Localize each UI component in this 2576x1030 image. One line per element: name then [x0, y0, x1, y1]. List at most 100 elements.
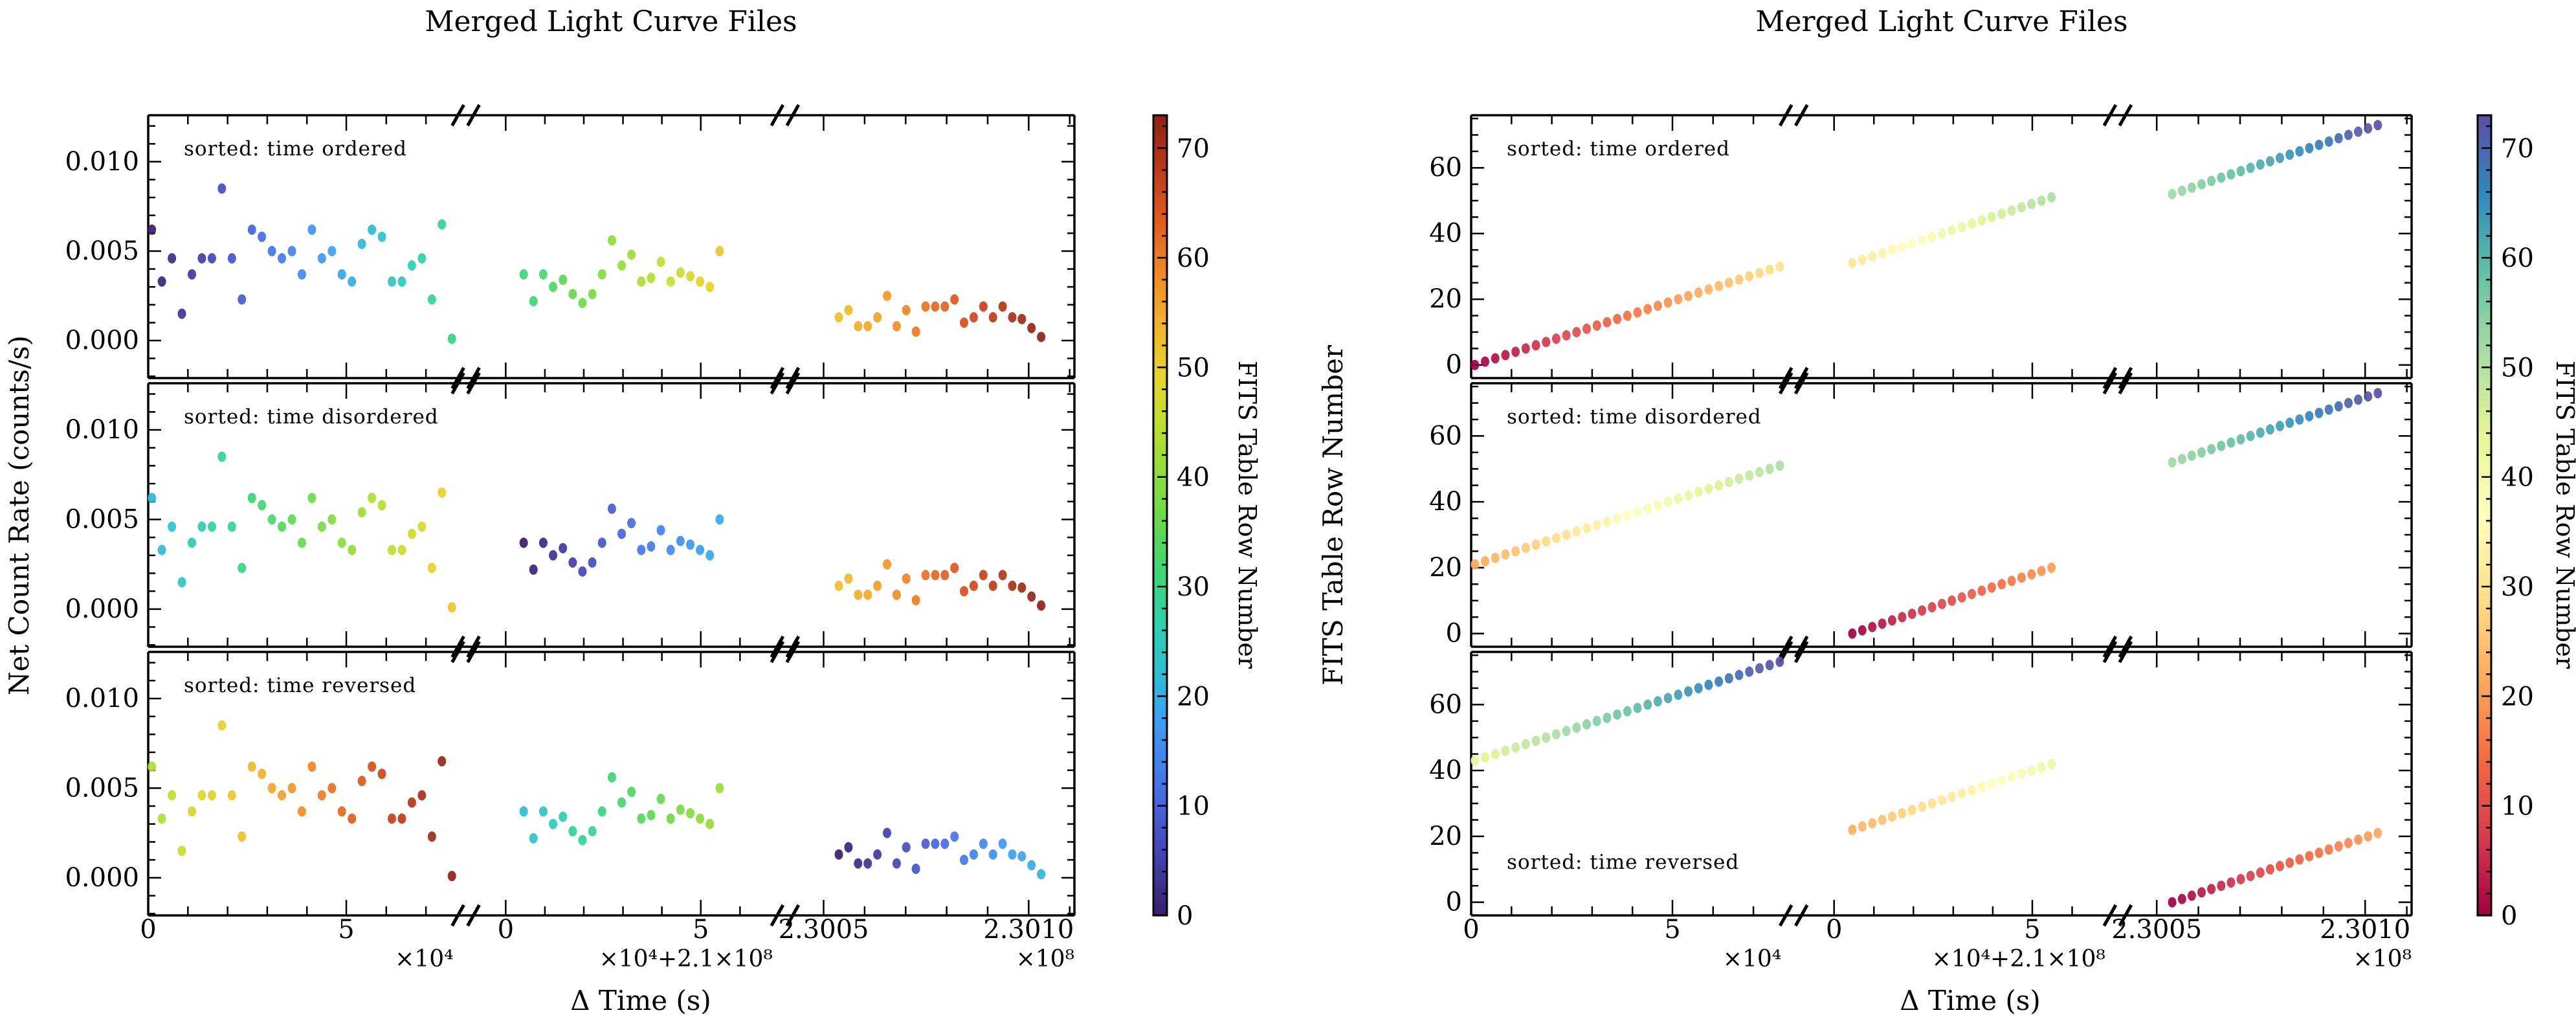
axis-break-icon — [450, 366, 465, 390]
data-point — [998, 301, 1007, 312]
data-point — [969, 312, 978, 323]
axis-break-icon — [466, 904, 481, 927]
data-point — [1603, 317, 1612, 328]
data-point — [317, 790, 326, 801]
data-point — [337, 269, 346, 280]
data-point — [238, 563, 247, 574]
data-point — [892, 589, 901, 600]
y-tick-label: 20 — [1429, 284, 1462, 314]
data-point — [1987, 212, 1996, 223]
data-point — [2197, 447, 2206, 458]
data-point — [1977, 585, 1986, 596]
y-tick-label: 0.000 — [65, 863, 139, 893]
data-point — [227, 253, 236, 263]
data-point — [278, 521, 286, 532]
data-point — [1511, 742, 1520, 753]
data-point — [197, 790, 206, 801]
data-point — [1471, 755, 1480, 766]
axis-break-icon — [2118, 372, 2133, 395]
data-point — [1684, 686, 1693, 697]
data-point — [676, 267, 685, 278]
x-tick-label: 5 — [1664, 915, 1680, 945]
data-point — [1613, 313, 1622, 324]
y-tick-label: 40 — [1429, 219, 1462, 249]
data-point — [988, 849, 997, 860]
data-point — [921, 570, 930, 581]
data-point — [1715, 280, 1724, 291]
colorbar: 0 10 20 30 40 50 60 70 — [1152, 114, 1210, 931]
data-point — [1987, 778, 1996, 789]
data-point — [157, 544, 166, 555]
y-tick-label: 20 — [1429, 553, 1462, 583]
data-point — [568, 289, 577, 300]
data-point — [267, 245, 276, 256]
data-point — [1562, 726, 1571, 737]
data-point — [597, 537, 606, 548]
data-point — [647, 810, 656, 820]
data-point — [1937, 228, 1946, 239]
data-point — [892, 320, 901, 331]
x-offset-label: ×10⁴ — [395, 946, 453, 972]
data-point — [1694, 486, 1703, 497]
data-point — [1481, 356, 1489, 367]
data-point — [2017, 202, 2026, 213]
data-point — [1907, 609, 1916, 620]
data-point — [2017, 572, 2026, 583]
data-point — [1501, 350, 1510, 361]
data-point — [2037, 195, 2046, 206]
data-point — [950, 831, 959, 842]
data-point — [1927, 798, 1937, 809]
data-point — [2334, 401, 2343, 412]
data-point — [578, 298, 587, 308]
data-point — [2197, 179, 2206, 190]
data-point — [1898, 808, 1907, 819]
data-point — [2334, 841, 2343, 852]
data-point — [417, 253, 427, 263]
data-point — [1887, 245, 1896, 256]
panel-annotation: sorted: time ordered — [1507, 137, 1730, 161]
data-point — [911, 864, 920, 874]
data-point — [2373, 388, 2382, 399]
data-point — [950, 294, 959, 305]
data-point — [188, 537, 196, 548]
axis-break-icon — [2118, 366, 2133, 390]
data-point — [307, 224, 316, 235]
data-point — [1501, 549, 1510, 560]
data-point — [2265, 424, 2274, 435]
data-point — [2187, 890, 2196, 901]
data-point — [1858, 821, 1867, 832]
data-point — [417, 521, 427, 532]
data-point — [438, 219, 447, 230]
data-point — [568, 825, 577, 836]
data-point — [1582, 323, 1591, 334]
data-point — [407, 797, 416, 808]
data-point — [2315, 139, 2324, 150]
data-point — [397, 544, 406, 555]
data-point — [696, 544, 705, 555]
data-point — [278, 253, 286, 263]
data-point — [157, 813, 166, 824]
data-point — [2276, 421, 2284, 432]
y-tick-label: 40 — [1429, 487, 1462, 517]
data-point — [2236, 166, 2245, 177]
data-point — [539, 806, 548, 817]
data-point — [2187, 450, 2196, 461]
figure-title: Merged Light Curve Files — [1755, 5, 2127, 38]
data-point — [1878, 618, 1887, 629]
data-point — [2007, 772, 2016, 783]
data-point — [357, 238, 366, 249]
data-point — [549, 282, 557, 293]
data-point — [1603, 712, 1612, 723]
axis-break-icon — [770, 640, 784, 664]
data-point — [588, 557, 597, 568]
data-point — [2047, 562, 2056, 573]
axis-break-icon — [466, 635, 481, 658]
data-point — [2177, 893, 2186, 904]
data-point — [397, 813, 406, 824]
x-tick-label: 5 — [693, 915, 709, 945]
data-point — [1562, 530, 1571, 540]
data-point — [2207, 175, 2216, 186]
data-point — [950, 563, 959, 574]
axis-break-icon — [466, 372, 481, 395]
data-point — [267, 514, 276, 525]
